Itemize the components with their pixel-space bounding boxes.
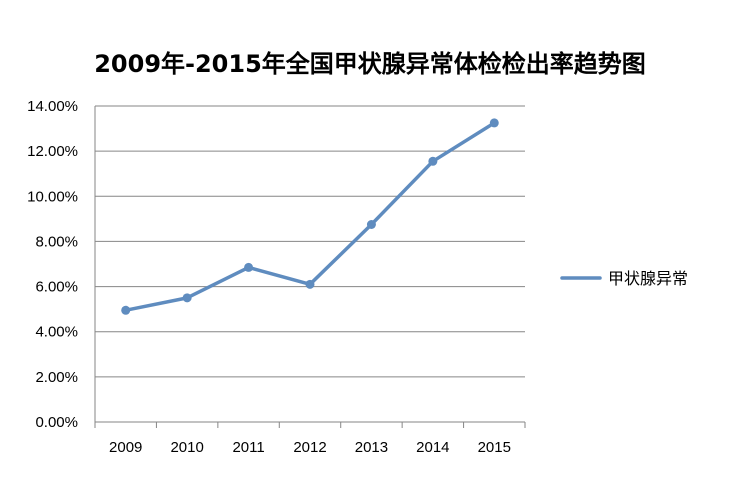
- x-tick-label: 2015: [478, 439, 511, 456]
- y-tick-label: 8.00%: [35, 233, 78, 250]
- y-tick-label: 2.00%: [35, 369, 78, 386]
- x-tick-label: 2010: [170, 439, 203, 456]
- chart-title: 2009年-2015年全国甲状腺异常体检检出率趋势图: [94, 50, 646, 78]
- data-point: [489, 118, 499, 128]
- legend-label: 甲状腺异常: [608, 269, 688, 288]
- y-tick-label: 14.00%: [27, 98, 78, 115]
- series-layer: [121, 118, 499, 315]
- data-point: [366, 220, 376, 229]
- x-tick-label: 2009: [109, 439, 142, 456]
- x-tick-label: 2011: [232, 439, 264, 456]
- y-tick-label: 6.00%: [35, 279, 78, 296]
- x-tick-label: 2012: [293, 439, 326, 456]
- y-tick-label: 4.00%: [35, 324, 78, 341]
- y-tick-label: 0.00%: [35, 414, 78, 431]
- x-tick-label: 2013: [355, 439, 388, 456]
- y-tick-label: 12.00%: [27, 143, 78, 160]
- gridlines: [95, 105, 525, 378]
- data-point: [305, 279, 315, 289]
- x-tick-label: 2014: [416, 439, 449, 456]
- y-axis-ticks: 0.00% 2.00% 4.00% 6.00% 8.00% 10.00% 12.00% 14.…: [27, 98, 78, 431]
- data-point: [121, 305, 131, 315]
- x-axis: 2009 2010 2011 2012 2013 2014 2015: [94, 106, 526, 456]
- legend: 甲状腺异常: [560, 269, 688, 288]
- data-point: [244, 262, 254, 272]
- data-point: [182, 293, 192, 303]
- data-point: [428, 156, 438, 166]
- y-tick-label: 10.00%: [27, 188, 78, 205]
